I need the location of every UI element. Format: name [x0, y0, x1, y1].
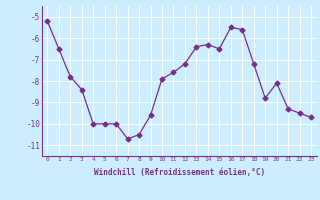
X-axis label: Windchill (Refroidissement éolien,°C): Windchill (Refroidissement éolien,°C) [94, 168, 265, 177]
